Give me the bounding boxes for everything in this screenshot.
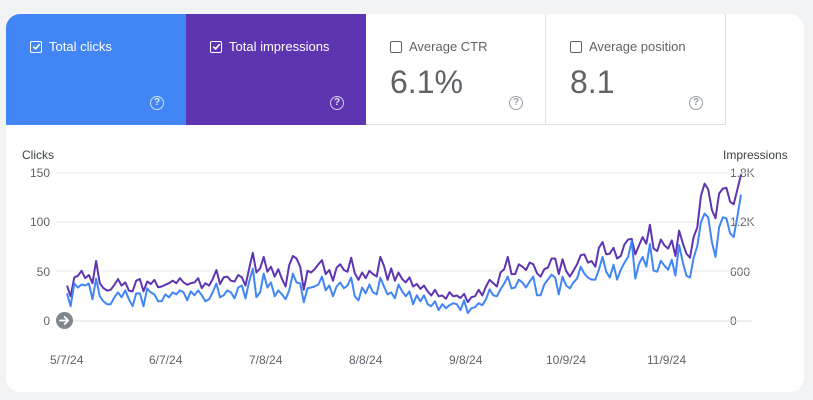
impressions-axis-title: Impressions [723,148,788,162]
check-icon[interactable] [30,40,42,53]
right-tick: 600 [730,265,751,279]
x-tick: 5/7/24 [50,353,84,367]
help-icon[interactable]: ? [330,96,344,110]
total-impressions-card[interactable]: Total impressions ? [186,14,366,125]
left-tick: 0 [43,314,50,328]
average-position-label: Average position [589,39,686,54]
average-ctr-header: Average CTR [390,39,488,54]
total-impressions-header: Total impressions [210,39,329,54]
average-ctr-card[interactable]: Average CTR 6.1% ? [366,14,546,125]
help-icon[interactable]: ? [150,96,164,110]
help-icon[interactable]: ? [509,96,523,110]
average-position-card[interactable]: Average position 8.1 ? [546,14,726,125]
left-tick: 100 [29,215,50,229]
x-tick: 10/9/24 [546,353,587,367]
x-tick: 6/7/24 [149,353,183,367]
help-icon[interactable]: ? [689,96,703,110]
checkbox-icon[interactable] [570,40,582,53]
arrow-right-icon[interactable] [56,312,73,329]
check-icon[interactable] [210,40,222,53]
total-clicks-card[interactable]: Total clicks ? [6,14,186,125]
x-tick: 7/8/24 [249,353,283,367]
total-impressions-label: Total impressions [229,39,330,54]
clicks-axis-title: Clicks [22,148,54,162]
total-clicks-header: Total clicks [30,39,112,54]
checkbox-icon[interactable] [390,40,402,53]
left-tick: 50 [36,265,50,279]
average-position-value: 8.1 [570,64,615,100]
impressions-series-line [66,174,742,304]
x-tick: 9/8/24 [449,353,483,367]
performance-card: Total clicks ? Total impressions ? Avera… [6,14,804,392]
clicks-series-line [66,194,742,315]
x-tick: 11/9/24 [647,353,687,367]
total-clicks-label: Total clicks [49,39,112,54]
average-ctr-value: 6.1% [390,64,463,100]
average-ctr-label: Average CTR [409,39,488,54]
metric-cards: Total clicks ? Total impressions ? Avera… [6,14,726,126]
left-tick: 150 [29,166,50,180]
average-position-header: Average position [570,39,686,54]
x-tick: 8/8/24 [349,353,383,367]
